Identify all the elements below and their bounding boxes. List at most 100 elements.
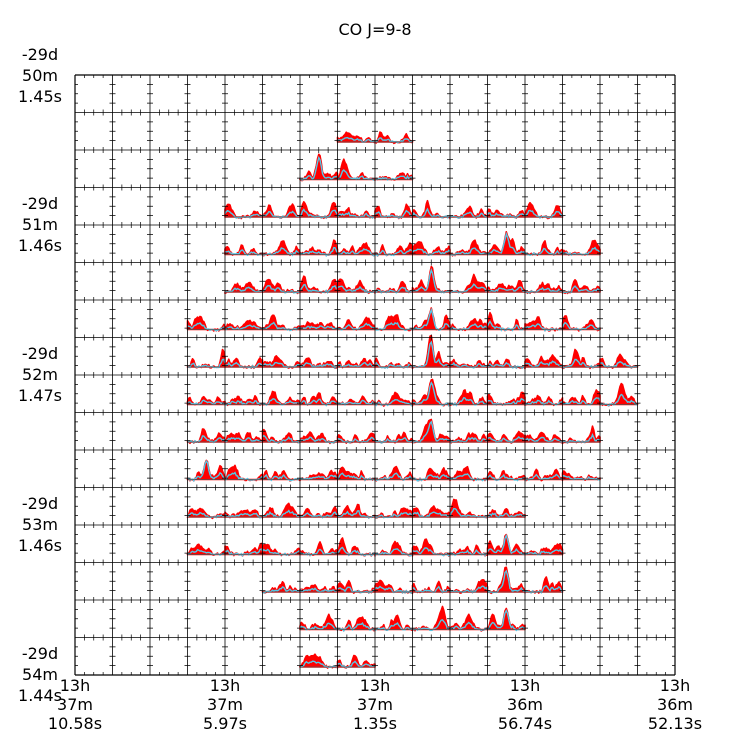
spectrum-model: [412, 619, 451, 632]
spectrum-model: [524, 209, 564, 219]
spectrum-observed: [299, 357, 339, 369]
spectrum-model: [337, 586, 376, 594]
spectrum-model: [412, 267, 451, 294]
minor-tick-marks: [75, 75, 675, 675]
spectrum-model: [374, 585, 414, 595]
spectrum-model: [599, 360, 638, 369]
spectrum-observed: [299, 613, 339, 631]
spectrum-observed: [374, 242, 414, 257]
spectrum-model: [374, 512, 413, 519]
spectrum-model: [524, 473, 563, 482]
spectrum-observed: [186, 507, 226, 520]
spectrum-model: [562, 474, 601, 481]
spectrum-observed: [336, 131, 376, 144]
spectrum-observed: [449, 205, 489, 219]
spectrum-model: [337, 248, 376, 257]
x-tick-label-4: 13h 36m 52.13s: [647, 676, 703, 733]
spectrum-model: [224, 437, 263, 443]
spectrum-observed: [524, 576, 564, 594]
spectrum-observed: [449, 579, 489, 594]
spectrum-observed: [374, 507, 414, 519]
spectrum-model: [374, 472, 413, 481]
spectrum-observed: [336, 503, 376, 519]
spectrum-model: [487, 512, 526, 519]
spectrum-model: [486, 533, 526, 556]
spectrum-model: [374, 436, 413, 444]
spectrum-model: [224, 548, 264, 557]
spectrum-observed: [224, 464, 264, 482]
grid-layer: [74, 74, 676, 676]
spectrum-observed: [336, 432, 376, 444]
spectrum-model: [187, 459, 226, 483]
spectrum-observed: [374, 614, 414, 632]
spectrum-model: [187, 435, 226, 444]
spectrum-model: [262, 210, 301, 219]
spectrum-model: [299, 548, 338, 557]
spectrum-observed: [299, 153, 339, 182]
spectrum-model: [524, 584, 564, 594]
spectrum-observed: [336, 278, 376, 295]
spectrum-model: [337, 510, 376, 519]
spectrum-model: [374, 286, 414, 294]
spectrum-model: [412, 547, 451, 557]
spectrum-model: [374, 398, 413, 407]
spectrum-model: [186, 511, 226, 519]
spectrum-model: [337, 660, 376, 669]
spectrum-model: [524, 360, 564, 368]
spectrum-model: [262, 247, 301, 257]
x-tick-label-1: 13h 37m 5.97s: [203, 676, 247, 733]
spectrum-model: [299, 325, 339, 331]
spectrum-observed: [299, 653, 339, 669]
spectrum-observed: [411, 467, 451, 482]
spectrum-observed: [261, 203, 301, 219]
y-tick-label-2: -29d 52m 1.47s: [18, 344, 62, 405]
y-tick-label-1: -29d 51m 1.46s: [18, 194, 62, 255]
x-tick-label-3: 13h 36m 56.74s: [497, 676, 553, 733]
spectrum-observed: [336, 158, 376, 181]
spectrum-model: [412, 511, 451, 519]
spectrum-model: [412, 307, 451, 331]
spectrum-observed: [411, 265, 451, 294]
spectrum-model: [486, 231, 526, 256]
spectrum-observed: [486, 280, 526, 293]
x-tick-label-0: 13h 37m 10.58s: [47, 676, 103, 733]
spectrum-model: [186, 399, 226, 406]
spectrum-model: [449, 396, 488, 407]
spectrum-model: [374, 248, 413, 257]
spectrum-observed: [486, 430, 526, 444]
spectrum-model: [299, 436, 338, 444]
spectrum-observed: [524, 354, 564, 368]
spectrum-observed: [599, 382, 639, 407]
y-tick-label-4: -29d 54m 1.44s: [18, 644, 62, 705]
spectrum-observed: [449, 273, 489, 294]
spectrum-observed: [411, 538, 451, 557]
spectrum-observed: [261, 502, 301, 519]
spectrum-observed: [486, 607, 526, 631]
spectrum-model: [412, 585, 451, 594]
spectrum-model: [562, 285, 601, 294]
spectrum-model: [524, 436, 563, 444]
spectrum-observed: [449, 358, 489, 369]
spectrum-model: [412, 474, 451, 482]
y-tick-label-3: -29d 53m 1.46s: [18, 494, 62, 555]
spectrum-model: [449, 283, 488, 294]
spectrum-model: [262, 586, 301, 594]
x-tick-label-2: 13h 37m 1.35s: [353, 676, 397, 733]
spectrum-model: [337, 622, 376, 633]
y-tick-label-0: -29d 50m 1.45s: [18, 45, 62, 106]
spectrum-model: [299, 283, 338, 295]
spectrum-model: [487, 286, 526, 293]
spectrum-model: [337, 136, 376, 143]
spectrum-model: [562, 397, 601, 406]
spectrum-model: [487, 436, 526, 444]
spectrum-observed: [224, 319, 264, 331]
spectrum-model: [449, 247, 488, 256]
spectrum-model: [187, 321, 226, 332]
spectrum-model: [299, 511, 338, 519]
chart-title: CO J=9-8: [338, 20, 412, 39]
spectrum-model: [299, 587, 338, 594]
spectrum-model: [487, 473, 526, 482]
spectrum-observed: [186, 459, 226, 482]
spectrum-model: [337, 436, 376, 444]
